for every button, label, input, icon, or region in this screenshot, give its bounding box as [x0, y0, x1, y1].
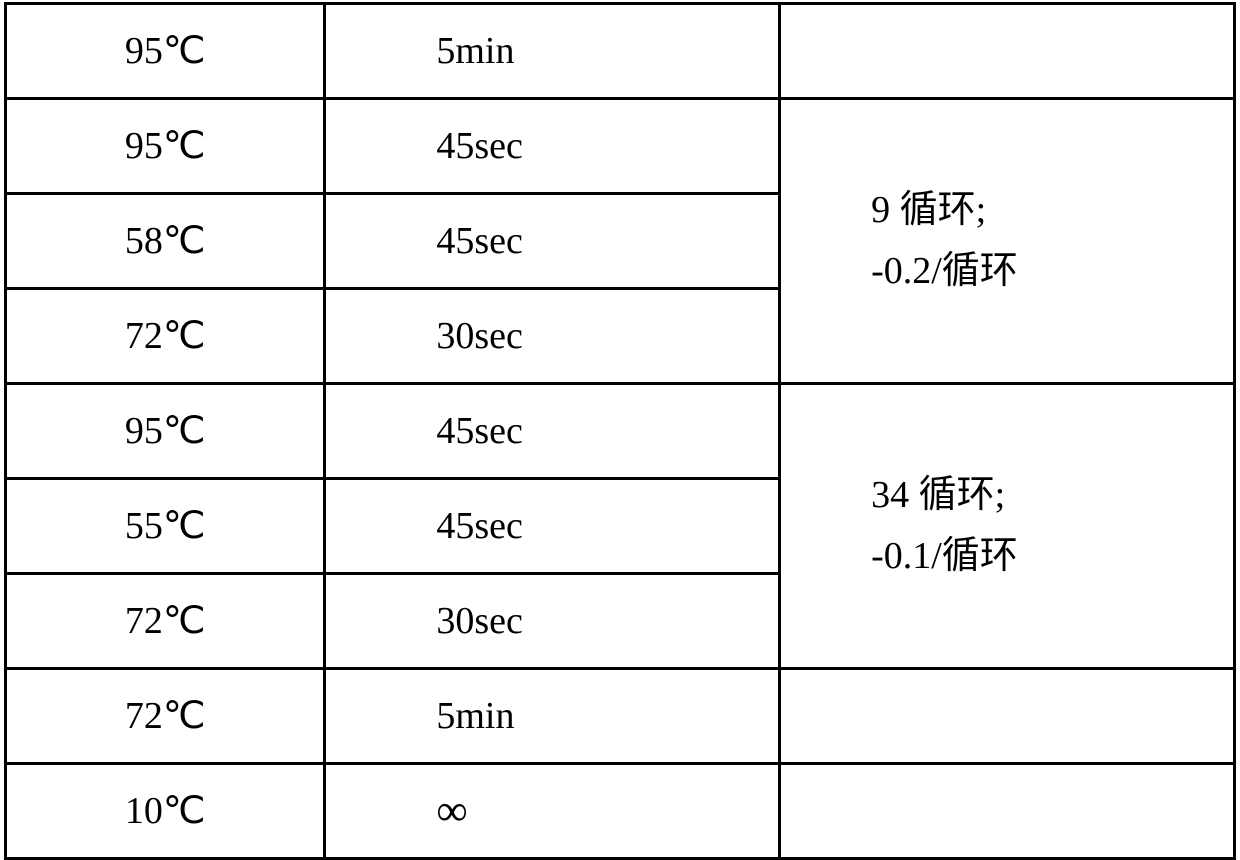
- table-row: 95℃ 45sec 34 循环;-0.1/循环: [6, 384, 1235, 479]
- table-row: 72℃ 5min: [6, 669, 1235, 764]
- time-cell: 45sec: [325, 99, 780, 194]
- time-cell: 30sec: [325, 574, 780, 669]
- time-cell: 30sec: [325, 289, 780, 384]
- time-cell: ∞: [325, 764, 780, 859]
- table-row: 95℃ 45sec 9 循环;-0.2/循环: [6, 99, 1235, 194]
- cycle-cell: [780, 764, 1235, 859]
- time-cell: 45sec: [325, 384, 780, 479]
- temperature-cell: 95℃: [6, 99, 325, 194]
- time-cell: 45sec: [325, 194, 780, 289]
- cycle-cell: [780, 4, 1235, 99]
- temperature-cell: 95℃: [6, 384, 325, 479]
- temperature-cell: 55℃: [6, 479, 325, 574]
- cycle-cell: 34 循环;-0.1/循环: [780, 384, 1235, 669]
- temperature-cell: 10℃: [6, 764, 325, 859]
- temperature-cell: 95℃: [6, 4, 325, 99]
- time-cell: 5min: [325, 669, 780, 764]
- cycle-cell: [780, 669, 1235, 764]
- cycle-cell: 9 循环;-0.2/循环: [780, 99, 1235, 384]
- pcr-protocol-table: 95℃ 5min 95℃ 45sec 9 循环;-0.2/循环 58℃ 45se…: [4, 2, 1236, 860]
- table-row: 10℃ ∞: [6, 764, 1235, 859]
- table-row: 95℃ 5min: [6, 4, 1235, 99]
- temperature-cell: 72℃: [6, 289, 325, 384]
- temperature-cell: 72℃: [6, 574, 325, 669]
- time-cell: 45sec: [325, 479, 780, 574]
- temperature-cell: 58℃: [6, 194, 325, 289]
- time-cell: 5min: [325, 4, 780, 99]
- temperature-cell: 72℃: [6, 669, 325, 764]
